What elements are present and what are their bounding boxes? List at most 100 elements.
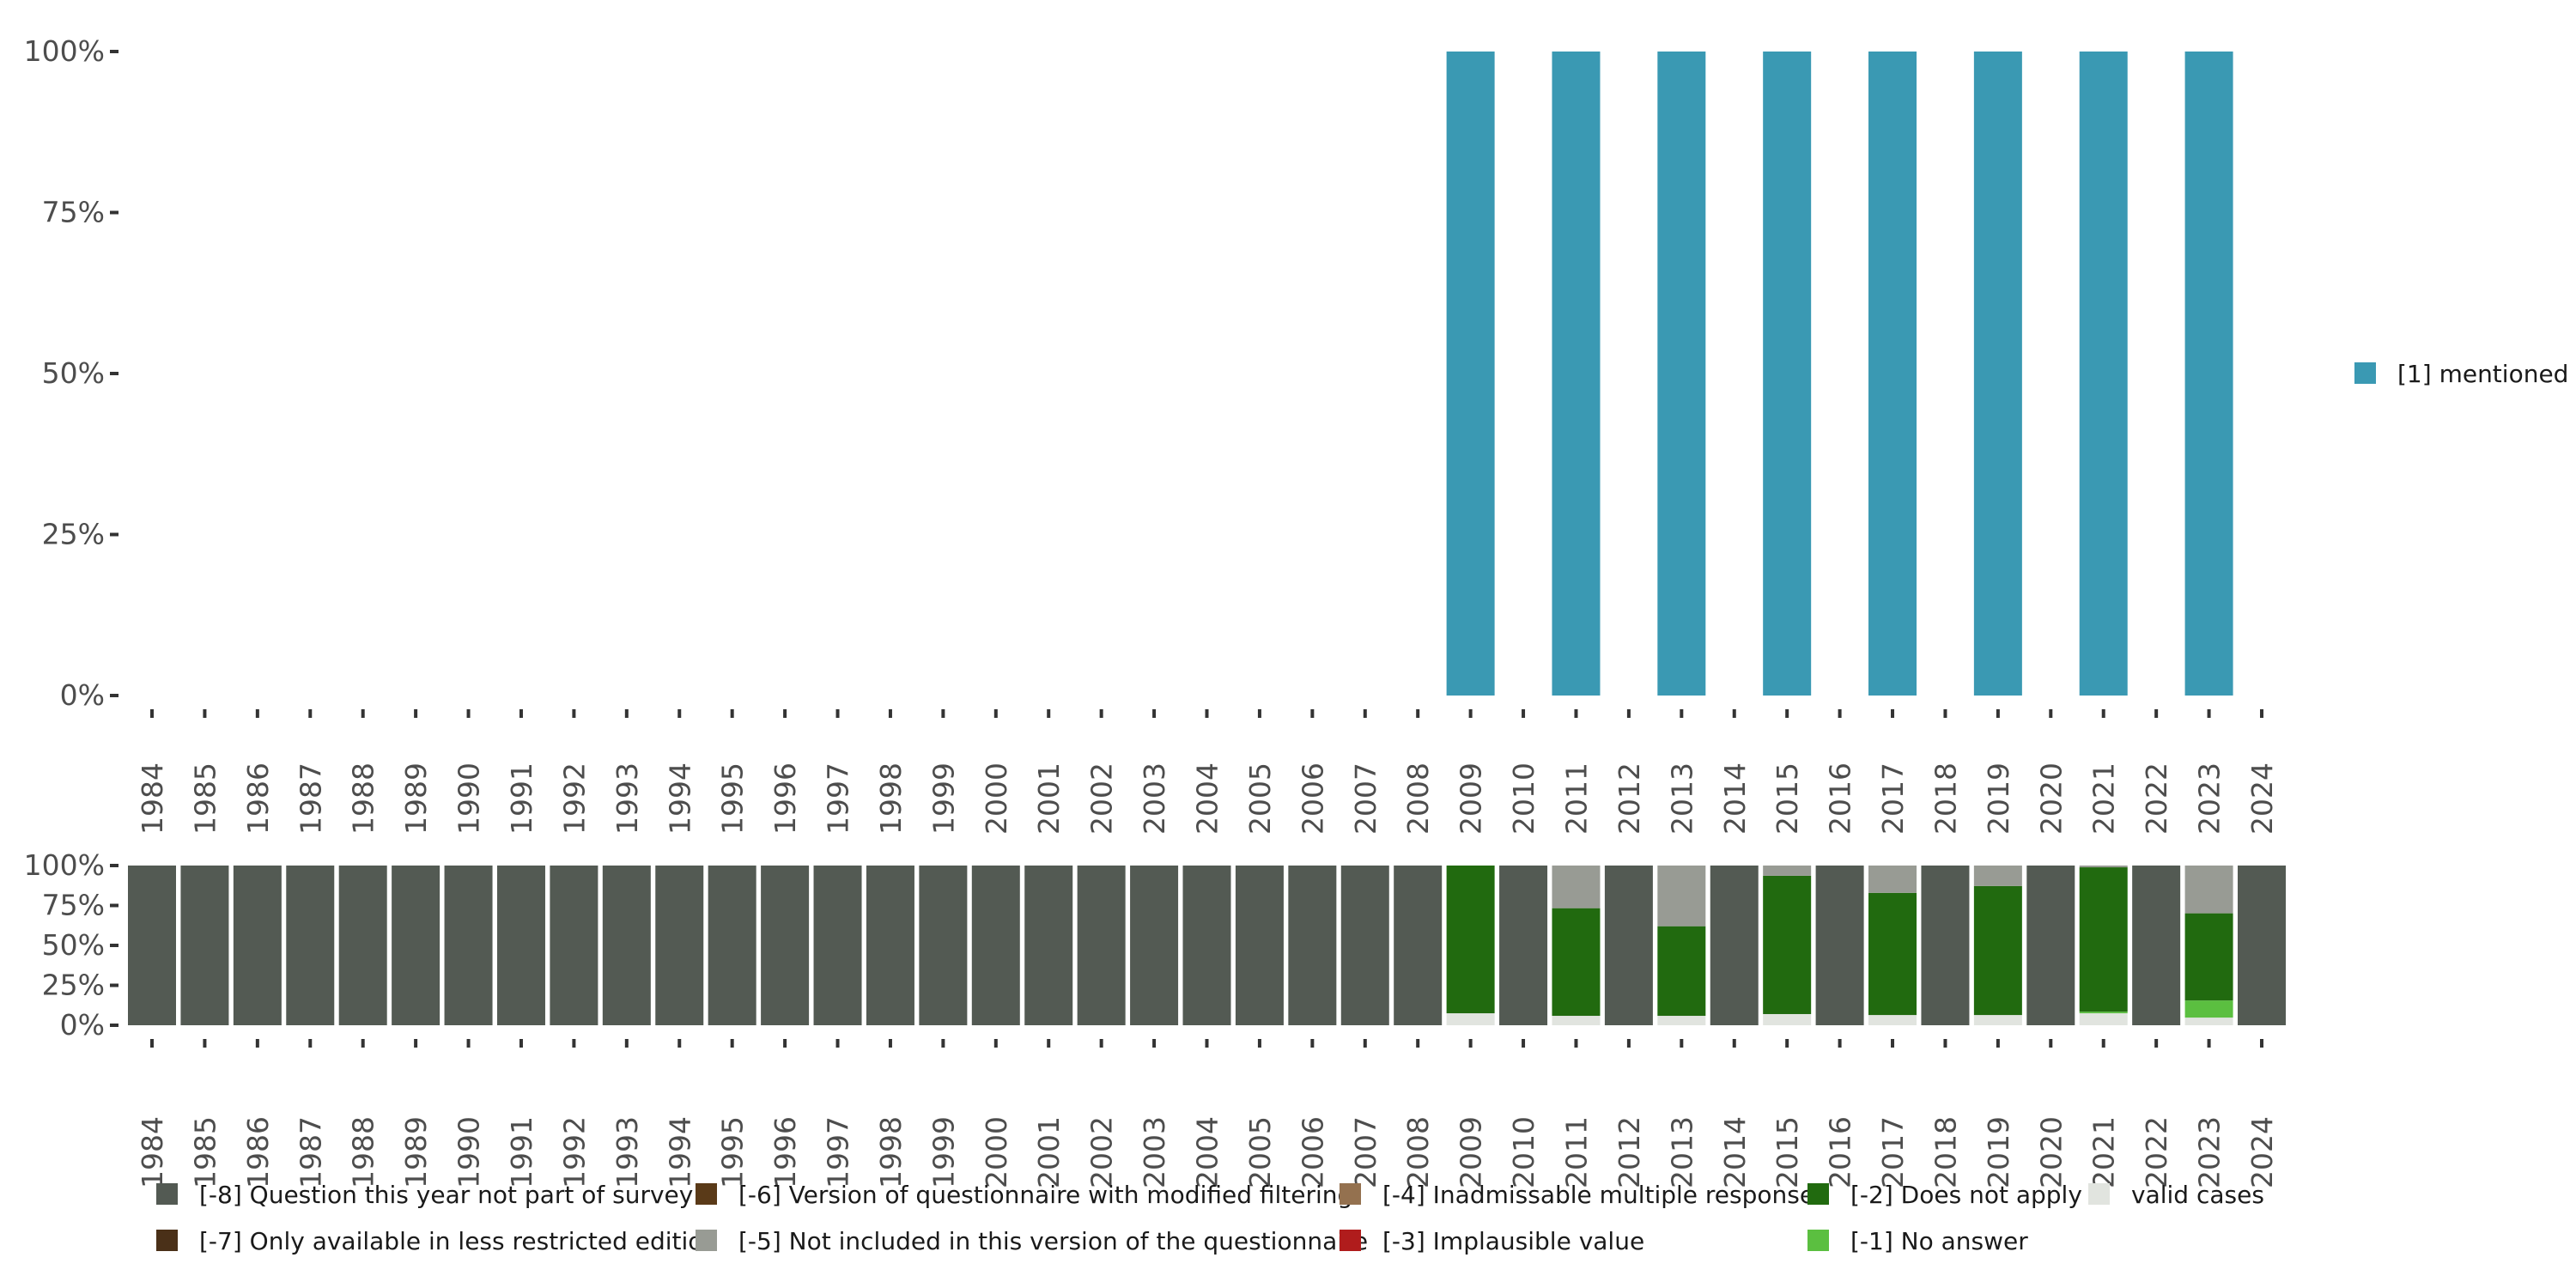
top-x-tick-label: 2011 bbox=[1559, 762, 1593, 835]
top-x-tick-label: 1984 bbox=[136, 762, 169, 835]
segment-2003-m8 bbox=[1130, 866, 1179, 1025]
top-x-tick-label: 2007 bbox=[1349, 762, 1382, 835]
top-y-tick-label: 50% bbox=[42, 356, 105, 390]
segment-2015-m2 bbox=[1763, 875, 1812, 1014]
top-x-tick-label: 2022 bbox=[2140, 762, 2173, 835]
segment-2019-m2 bbox=[1973, 885, 2022, 1016]
top-x-tick-label: 2020 bbox=[2034, 762, 2068, 835]
segment-2014-m8 bbox=[1710, 866, 1759, 1025]
segment-1986-m8 bbox=[233, 866, 282, 1025]
legend-label-m4: [-4] Inadmissable multiple response bbox=[1382, 1181, 1814, 1209]
top-x-tick-label: 1991 bbox=[505, 762, 538, 835]
bottom-x-tick-label: 1996 bbox=[769, 1116, 802, 1188]
segment-2009-valid bbox=[1446, 1013, 1495, 1025]
segment-2015-valid bbox=[1763, 1013, 1812, 1025]
top-x-tick-label: 2015 bbox=[1771, 762, 1804, 835]
legend-label-m6: [-6] Version of questionnaire with modif… bbox=[738, 1181, 1352, 1209]
bottom-x-tick-label: 2012 bbox=[1613, 1116, 1646, 1188]
bottom-x-tick-label: 2009 bbox=[1455, 1116, 1488, 1188]
segment-1994-m8 bbox=[655, 866, 704, 1025]
top-x-tick-label: 2005 bbox=[1243, 762, 1277, 835]
top-y-tick-label: 100% bbox=[24, 34, 105, 68]
bottom-x-tick-label: 1989 bbox=[399, 1116, 433, 1188]
segment-2021-m5 bbox=[2079, 866, 2128, 868]
segment-2021-valid bbox=[2079, 1013, 2128, 1025]
top-x-tick-label: 2023 bbox=[2193, 762, 2227, 835]
segment-2021-m2 bbox=[2079, 867, 2128, 1012]
bottom-x-tick-label: 1987 bbox=[294, 1116, 327, 1188]
segment-1990-m8 bbox=[444, 866, 493, 1025]
bottom-x-tick-label: 2001 bbox=[1032, 1116, 1066, 1188]
legend-label: [1] mentioned bbox=[2397, 360, 2568, 388]
bottom-x-tick-label: 1986 bbox=[241, 1116, 275, 1188]
segment-2023-m2 bbox=[2184, 913, 2233, 1001]
bottom-x-tick-label: 2018 bbox=[1929, 1116, 1962, 1188]
segment-2008-m8 bbox=[1394, 866, 1443, 1025]
bottom-x-tick-label: 2007 bbox=[1349, 1116, 1382, 1188]
top-x-tick-label: 1999 bbox=[927, 762, 960, 835]
top-x-tick-label: 1985 bbox=[188, 762, 222, 835]
top-x-tick-label: 1988 bbox=[347, 762, 380, 835]
top-x-tick-label: 2004 bbox=[1191, 762, 1224, 835]
legend-label-m7: [-7] Only available in less restricted e… bbox=[199, 1227, 718, 1255]
bar-2013 bbox=[1657, 52, 1706, 696]
bottom-x-tick-label: 2015 bbox=[1771, 1116, 1804, 1188]
bottom-x-tick-label: 2020 bbox=[2034, 1116, 2068, 1188]
bottom-x-tick-label: 1984 bbox=[136, 1116, 169, 1188]
segment-2007-m8 bbox=[1340, 866, 1389, 1025]
top-x-tick-label: 1989 bbox=[399, 762, 433, 835]
segment-1992-m8 bbox=[550, 866, 598, 1025]
segment-1999-m8 bbox=[919, 866, 968, 1025]
segment-2022-m8 bbox=[2132, 866, 2181, 1025]
bottom-x-tick-label: 1990 bbox=[453, 1116, 486, 1188]
bar-2019 bbox=[1973, 52, 2022, 696]
legend-label-m8: [-8] Question this year not part of surv… bbox=[199, 1181, 693, 1209]
top-x-tick-label: 2010 bbox=[1507, 762, 1540, 835]
top-x-tick-label: 2003 bbox=[1138, 762, 1171, 835]
segment-2016-m8 bbox=[1815, 866, 1864, 1025]
top-y-tick-label: 75% bbox=[42, 196, 105, 229]
bottom-x-tick-label: 2005 bbox=[1243, 1116, 1277, 1188]
top-x-tick-label: 2014 bbox=[1718, 762, 1752, 835]
segment-2004-m8 bbox=[1182, 866, 1231, 1025]
bottom-x-tick-label: 2008 bbox=[1401, 1116, 1435, 1188]
bottom-x-tick-label: 2019 bbox=[1982, 1116, 2015, 1188]
bottom-x-tick-label: 2003 bbox=[1138, 1116, 1171, 1188]
bottom-x-tick-label: 1994 bbox=[663, 1116, 696, 1188]
segment-1998-m8 bbox=[866, 866, 914, 1025]
bottom-y-tick-label: 75% bbox=[42, 889, 105, 922]
segment-1984-m8 bbox=[128, 866, 176, 1025]
bar-2021 bbox=[2079, 52, 2128, 696]
legend-swatch-m4 bbox=[1340, 1183, 1361, 1205]
top-x-tick-label: 1998 bbox=[874, 762, 908, 835]
bottom-x-tick-label: 2024 bbox=[2245, 1116, 2279, 1188]
bottom-x-tick-label: 2011 bbox=[1559, 1116, 1593, 1188]
segment-2019-m5 bbox=[1973, 866, 2022, 886]
top-x-tick-label: 1987 bbox=[294, 762, 327, 835]
legend-label-m2: [-2] Does not apply bbox=[1850, 1181, 2082, 1209]
bottom-x-tick-label: 2000 bbox=[980, 1116, 1013, 1188]
segment-2018-m8 bbox=[1921, 866, 1970, 1025]
bar-2011 bbox=[1552, 52, 1601, 696]
bottom-y-tick-label: 0% bbox=[60, 1008, 105, 1042]
top-x-tick-label: 2017 bbox=[1876, 762, 1910, 835]
top-y-tick-label: 0% bbox=[60, 678, 105, 712]
top-x-tick-label: 1996 bbox=[769, 762, 802, 835]
top-x-tick-label: 2021 bbox=[2087, 762, 2121, 835]
segment-2001-m8 bbox=[1024, 866, 1073, 1025]
top-x-tick-label: 2001 bbox=[1032, 762, 1066, 835]
bottom-x-tick-label: 1993 bbox=[611, 1116, 644, 1188]
segment-1995-m8 bbox=[708, 866, 756, 1025]
legend-swatch-valid bbox=[2088, 1183, 2110, 1205]
segment-2000-m8 bbox=[971, 866, 1020, 1025]
top-x-tick-label: 1994 bbox=[663, 762, 696, 835]
legend-swatch-m5 bbox=[696, 1230, 717, 1251]
bar-2015 bbox=[1763, 52, 1812, 696]
bar-2017 bbox=[1868, 52, 1917, 696]
segment-2005-m8 bbox=[1235, 866, 1284, 1025]
bottom-x-tick-label: 2022 bbox=[2140, 1116, 2173, 1188]
segment-1997-m8 bbox=[813, 866, 862, 1025]
segment-2006-m8 bbox=[1288, 866, 1337, 1025]
segment-2023-m5 bbox=[2184, 866, 2233, 914]
bottom-x-tick-label: 1995 bbox=[716, 1116, 750, 1188]
